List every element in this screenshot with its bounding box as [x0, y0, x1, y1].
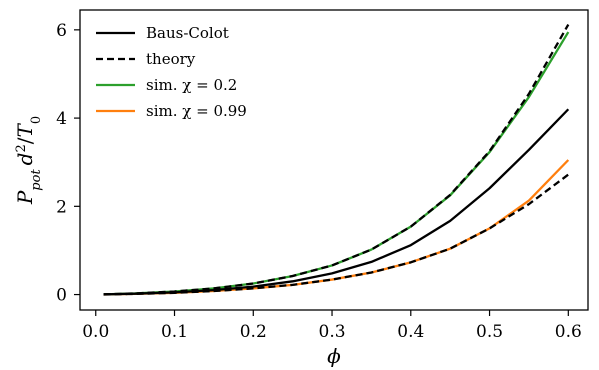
y-axis: 0 2 4 6: [56, 21, 80, 306]
x-tick-label: 0.3: [319, 322, 346, 342]
y-tick-label: 2: [56, 197, 67, 217]
x-tick-label: 0.6: [555, 322, 582, 342]
x-tick-label: 0.5: [476, 322, 503, 342]
legend-label: Baus-Colot: [146, 24, 229, 42]
x-tick-label: 0.2: [240, 322, 267, 342]
legend: Baus-Colot theory sim. χ = 0.2 sim. χ = 0.9…: [96, 24, 247, 120]
series-line-sim-0-2: [103, 31, 570, 296]
legend-label: theory: [146, 50, 196, 68]
y-tick-label: 6: [56, 21, 67, 41]
y-axis-label: Ppotd2/T0: [13, 116, 44, 205]
plot-lines: [103, 23, 570, 296]
x-tick-label: 0.4: [397, 322, 424, 342]
x-tick-label: 0.0: [82, 322, 109, 342]
series-line-theory: [103, 173, 570, 296]
legend-label: sim. χ = 0.2: [146, 76, 237, 94]
y-tick-label: 4: [56, 109, 67, 129]
x-axis-label: ϕ: [327, 344, 341, 368]
x-axis: 0.0 0.1 0.2 0.3 0.4 0.5 0.6: [82, 310, 582, 342]
x-tick-label: 0.1: [161, 322, 188, 342]
series-line-theory-upper: [103, 23, 570, 296]
legend-label: sim. χ = 0.99: [146, 102, 247, 120]
plot-frame: [79, 9, 589, 311]
y-tick-label: 0: [56, 286, 67, 306]
